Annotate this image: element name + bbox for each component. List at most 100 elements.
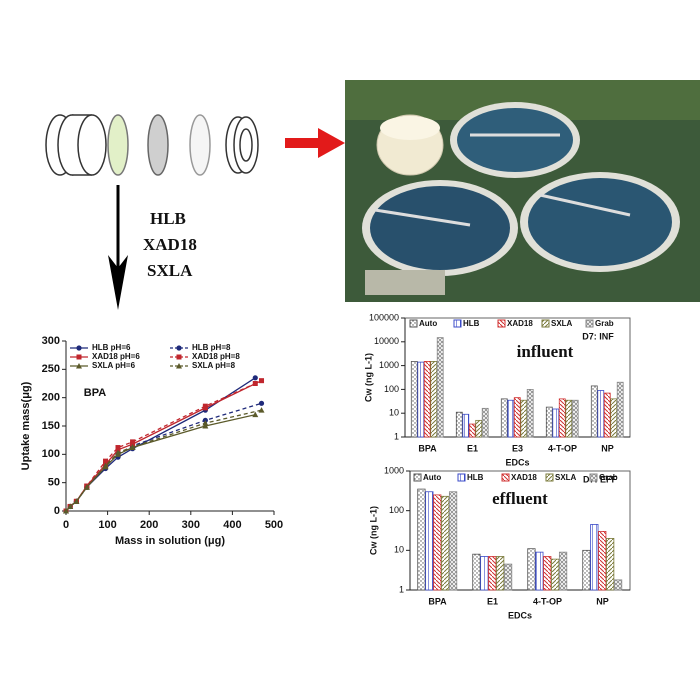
x-axis-label: Mass in solution (μg) [115,535,225,547]
y-axis-label: Uptake mass(μg) [20,381,32,470]
bar [616,381,624,438]
marker [259,378,265,384]
legend-label: HLB pH=8 [192,343,231,352]
y-tick-label: 10 [389,408,399,418]
legend-marker [76,363,82,369]
y-tick-label: 10000 [374,336,399,346]
bar [433,494,442,591]
legend-label: Auto [419,319,437,328]
marker [115,449,121,456]
y-tick-label: 200 [42,392,60,404]
bar [551,558,560,591]
bar [598,531,607,591]
bar [462,413,470,438]
y-tick-label: 100 [42,448,60,460]
y-tick-label: 300 [42,335,60,347]
bar [610,398,618,438]
x-tick-label: 300 [182,519,200,531]
y-tick-label: 250 [42,363,60,375]
x-tick-label: BPA [418,443,437,453]
legend-marker [176,345,182,351]
legend-label: Grab [599,473,618,482]
sorbent-label: XAD18 [143,235,197,254]
bar [520,399,528,438]
bar [552,408,560,438]
marker [67,503,74,509]
x-tick-label: 4-T-OP [533,596,562,606]
annotation: D7: EFF [583,474,618,484]
legend-swatch [589,473,598,482]
series-line [65,409,262,512]
plant-photo [345,80,700,302]
bar [480,556,489,591]
bar [507,399,515,438]
marker [115,445,121,451]
marker [63,508,69,514]
y-axis-label: Cw (ng L-1) [363,353,373,402]
x-tick-label: E1 [487,596,498,606]
legend-label: SXLA pH=6 [92,361,136,370]
bar [455,411,463,438]
legend-marker [76,345,82,351]
bar [488,556,497,591]
x-tick-label: 100 [98,519,116,531]
x-tick-label: 4-T-OP [548,443,577,453]
x-tick-label: 200 [140,519,158,531]
y-tick-label: 1000 [384,465,404,475]
legend-label: HLB [463,319,480,328]
bar [423,361,431,438]
legend-marker [176,363,182,369]
marker [258,407,265,413]
legend-label: XAD18 pH=8 [192,352,240,361]
bar [558,398,566,438]
legend-marker [176,354,182,360]
marker [202,403,208,409]
x-tick-label: 0 [63,519,69,531]
y-tick-label: 100 [389,505,404,515]
y-tick-label: 100000 [369,312,399,322]
down-arrow [108,185,128,310]
y-tick-label: 50 [48,477,60,489]
annotation: influent [517,342,574,361]
bar [503,563,513,591]
marker [103,458,109,464]
legend-swatch [413,473,422,482]
bar [597,390,605,438]
bar [526,388,534,438]
x-tick-label: 400 [223,519,241,531]
legend-label: SXLA pH=8 [192,361,236,370]
legend-swatch [541,319,550,328]
marker [129,443,136,450]
legend-label: Auto [423,473,441,482]
annotation: BPA [84,387,106,399]
bar [527,548,536,591]
bar [481,407,489,438]
x-tick-label: NP [596,596,609,606]
bar [590,385,598,438]
series-line [65,414,256,512]
legend-swatch [501,473,510,482]
marker [252,411,259,418]
legend-swatch [545,473,554,482]
bar [558,551,568,591]
y-tick-label: 150 [42,420,60,432]
bar [613,579,623,591]
bar [468,423,476,438]
marker [83,484,90,490]
legend-swatch [585,319,594,328]
x-axis-label: EDCs [508,610,532,620]
bar [535,551,544,591]
bar [425,491,434,591]
legend-label: XAD18 [507,319,533,328]
series-line [65,380,262,512]
legend-label: HLB pH=6 [92,343,131,352]
bar [606,537,615,591]
x-tick-label: E3 [512,443,523,453]
legend-label: HLB [467,473,484,482]
bar [603,392,611,438]
bar [543,556,552,591]
marker [252,381,258,386]
x-tick-label: E1 [467,443,478,453]
y-tick-label: 1 [399,584,404,594]
